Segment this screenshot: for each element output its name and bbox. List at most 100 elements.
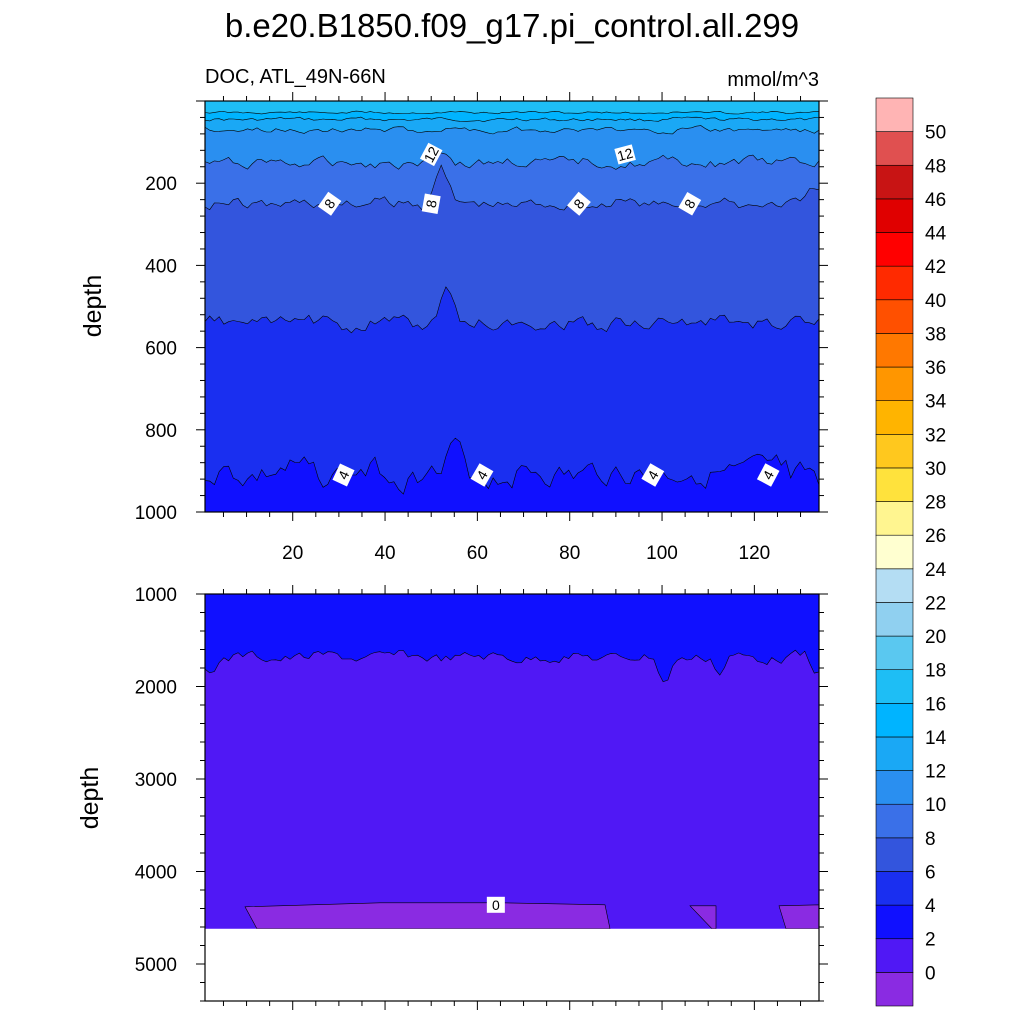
colorbar-box-4: [875, 837, 914, 872]
upper-contour-panel: 12 12 8 8 8 8 4 4 4 4 20 40 60 80 100 120 200 400 600 800 10…: [135, 92, 828, 564]
upper-contour-band-3: [205, 125, 819, 170]
colorbar-box-8: [875, 703, 914, 738]
colorbar-box-20: [875, 299, 914, 334]
colorbar-box-2: [875, 904, 914, 940]
lower-contour-below0-0: [244, 902, 611, 930]
upper-contour-label-8-1: 8: [421, 193, 441, 215]
colorbar-box-10: [875, 635, 914, 671]
upper-contour-line-1: [204, 116, 820, 123]
upper-contour-band-4: [205, 153, 819, 211]
lower-ytick-label-1000: 1000: [135, 585, 177, 606]
colorbar-label-38: 38: [925, 324, 946, 345]
figure-title: b.e20.B1850.f09_g17.pi_control.all.299: [225, 7, 799, 44]
colorbar-label-48: 48: [925, 156, 946, 177]
colorbar: 0246810121416182022242628303234363840424…: [875, 97, 947, 1007]
colorbar-box-14: [875, 501, 914, 536]
colorbar-label-40: 40: [925, 291, 946, 312]
colorbar-label-6: 6: [925, 862, 936, 883]
upper-xtick-label-100: 100: [646, 543, 678, 564]
colorbar-label-28: 28: [925, 493, 946, 514]
upper-contour-band-0: [205, 101, 819, 114]
upper-ylabel: depth: [79, 275, 107, 338]
colorbar-box-5: [875, 803, 914, 839]
upper-contour-label-12-1-text: 12: [616, 145, 635, 165]
lower-contour-label-0-0: 0: [486, 896, 505, 913]
units-label: mmol/m^3: [727, 69, 819, 91]
upper-contour-label-12-0-box: [419, 142, 443, 167]
upper-xtick-label-80: 80: [559, 543, 580, 564]
upper-contour-label-8-1-box: [421, 193, 441, 215]
upper-contour-label-12-0-text: 12: [420, 144, 442, 165]
colorbar-label-24: 24: [925, 560, 947, 581]
colorbar-label-34: 34: [925, 392, 947, 413]
upper-contour-line-4: [204, 164, 820, 212]
colorbar-box-12: [875, 568, 914, 603]
upper-contour-line-2: [204, 125, 820, 135]
colorbar-box-25: [875, 131, 914, 166]
colorbar-box-19: [875, 333, 914, 368]
colorbar-label-46: 46: [925, 190, 946, 211]
lower-ytick-label-5000: 5000: [135, 955, 177, 976]
lower-contour-label-0-0-text: 0: [492, 897, 500, 913]
upper-contour-line-0: [204, 110, 820, 115]
colorbar-box-11: [875, 602, 914, 637]
colorbar-label-44: 44: [925, 224, 947, 245]
upper-ytick-label-200: 200: [145, 174, 177, 195]
colorbar-label-10: 10: [925, 795, 946, 816]
colorbar-box-24: [875, 164, 914, 200]
colorbar-label-8: 8: [925, 829, 936, 850]
upper-contour-label-4-0-box: [332, 463, 355, 487]
upper-ytick-label-800: 800: [145, 421, 177, 442]
colorbar-box-1: [875, 938, 914, 973]
upper-contour-label-8-2: 8: [567, 191, 591, 216]
colorbar-label-2: 2: [925, 930, 936, 951]
upper-contour-label-4-0: 4: [332, 463, 355, 487]
upper-contour-band-7: [205, 438, 819, 512]
upper-contour-label-4-1: 4: [470, 463, 494, 487]
upper-contour-label-8-2-box: [567, 191, 591, 216]
lower-contour-label-0-0-box: [486, 896, 505, 913]
upper-contour-label-12-1-box: [614, 144, 636, 165]
upper-xtick-label-20: 20: [282, 543, 303, 564]
colorbar-box-6: [875, 770, 914, 805]
lower-contour-panel: 0 1000 2000 3000 4000 5000: [135, 585, 828, 1010]
colorbar-label-42: 42: [925, 257, 946, 278]
colorbar-label-20: 20: [925, 627, 946, 648]
upper-ytick-label-600: 600: [145, 339, 177, 360]
colorbar-box-0: [875, 972, 914, 1007]
lower-contour-line-2: [204, 649, 820, 683]
colorbar-box-23: [875, 198, 914, 233]
lower-ytick-label-2000: 2000: [135, 678, 177, 699]
upper-contour-band-5: [205, 165, 819, 333]
colorbar-box-17: [875, 400, 914, 435]
colorbar-box-3: [875, 871, 914, 906]
lower-ytick-label-3000: 3000: [135, 770, 177, 791]
upper-contour-label-8-0-box: [317, 191, 342, 216]
upper-contour-label-8-3: 8: [678, 191, 702, 216]
lower-ylabel: depth: [76, 767, 104, 830]
upper-frame: [204, 100, 820, 513]
lower-contour-band-1: [205, 650, 819, 929]
colorbar-label-18: 18: [925, 661, 946, 682]
colorbar-box-16: [875, 433, 914, 469]
upper-xtick-label-40: 40: [374, 543, 395, 564]
upper-contour-label-4-1-box: [470, 463, 494, 487]
colorbar-label-22: 22: [925, 593, 946, 614]
colorbar-box-15: [875, 467, 914, 502]
upper-contour-line-3: [204, 152, 820, 170]
lower-missing-area: [205, 928, 819, 1001]
upper-contour-label-4-2: 4: [641, 463, 665, 487]
colorbar-label-4: 4: [925, 896, 936, 917]
upper-contour-label-4-2-box: [641, 463, 665, 487]
lower-contour-below0-2: [778, 904, 820, 930]
upper-contour-label-4-3: 4: [756, 463, 780, 487]
upper-contour-label-8-3-box: [678, 191, 702, 216]
colorbar-box-13: [875, 534, 914, 570]
colorbar-box-9: [875, 669, 914, 704]
colorbar-box-26: [875, 97, 914, 132]
upper-contour-line-6: [204, 437, 820, 495]
upper-xtick-label-60: 60: [467, 543, 488, 564]
colorbar-label-0: 0: [925, 963, 936, 984]
upper-contour-label-4-3-box: [756, 463, 780, 487]
